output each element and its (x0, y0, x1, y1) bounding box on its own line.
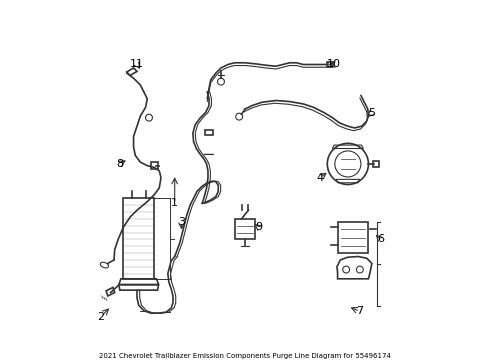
Text: 2021 Chevrolet Trailblazer Emission Components Purge Line Diagram for 55496174: 2021 Chevrolet Trailblazer Emission Comp… (99, 352, 391, 359)
Text: 11: 11 (130, 59, 144, 69)
Text: 9: 9 (255, 222, 262, 232)
Text: 2: 2 (98, 311, 104, 321)
Text: 3: 3 (178, 217, 185, 227)
Text: 6: 6 (377, 234, 384, 244)
Text: 7: 7 (356, 306, 364, 316)
Text: 10: 10 (327, 59, 341, 69)
Text: 1: 1 (171, 198, 178, 208)
Text: 5: 5 (368, 108, 375, 117)
Text: 8: 8 (116, 159, 123, 169)
Text: 4: 4 (317, 173, 324, 183)
